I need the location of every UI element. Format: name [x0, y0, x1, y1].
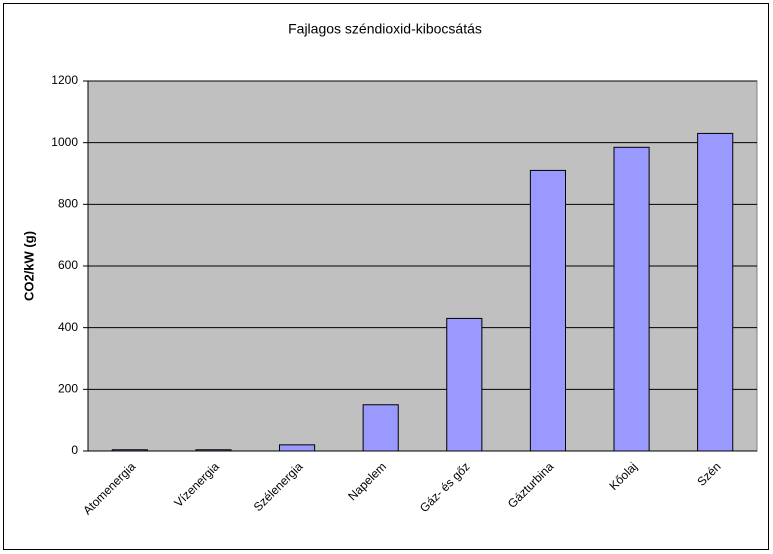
y-tick-label: 200	[58, 382, 78, 396]
y-tick-label: 1200	[51, 73, 78, 87]
bar	[613, 146, 650, 452]
y-tick-label: 800	[58, 197, 78, 211]
y-tick-label: 0	[71, 443, 78, 457]
bar	[529, 169, 566, 452]
bar	[362, 404, 399, 452]
y-tick-label: 400	[58, 320, 78, 334]
bar	[697, 132, 734, 452]
y-tick-label: 1000	[51, 135, 78, 149]
y-axis-label: CO2/kW (g)	[21, 231, 36, 301]
y-tick-label: 600	[58, 258, 78, 272]
bar	[446, 317, 483, 452]
chart-title: Fajlagos széndioxid-kibocsátás	[288, 21, 482, 37]
bar	[279, 444, 316, 452]
